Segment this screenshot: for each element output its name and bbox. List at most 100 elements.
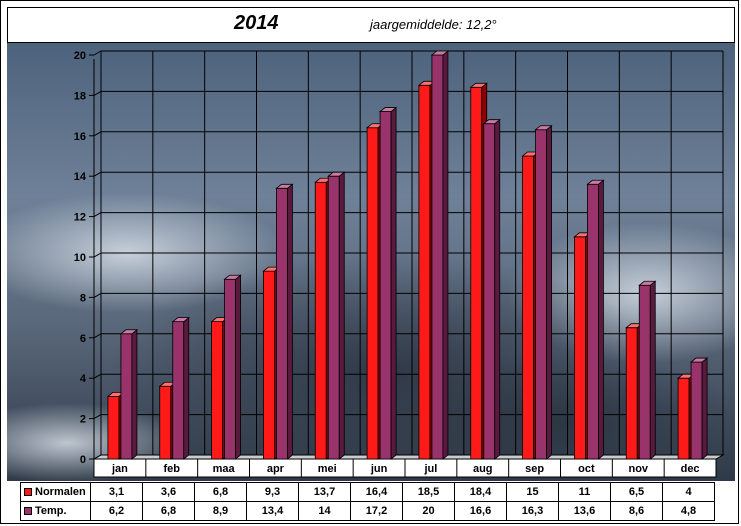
row-label-cell: Normalen (20, 482, 91, 502)
gridline-diagonal (93, 212, 102, 218)
table-cell: 18,4 (454, 482, 507, 502)
bar-top (482, 119, 501, 125)
table-cell: 17,2 (350, 501, 403, 521)
bar-front (366, 127, 379, 460)
gridline-diagonal (93, 252, 102, 258)
bar-front (418, 84, 431, 460)
gridline-diagonal (93, 90, 102, 96)
table-cell: 16,4 (350, 482, 403, 502)
bar-front (107, 395, 120, 460)
bar-top (327, 171, 346, 177)
y-tick-label: 4 (80, 373, 87, 385)
gridline-diagonal (93, 50, 102, 56)
bar-temp-mei (327, 171, 346, 460)
bar-front (677, 377, 690, 460)
legend-label-normalen: Normalen (35, 486, 86, 498)
bar-top (534, 125, 553, 131)
bar-front (470, 86, 483, 460)
bar-side (287, 183, 293, 460)
row-label-cell: Temp. (20, 501, 91, 521)
x-tick-label: mei (318, 463, 337, 475)
table-row: Temp. 6,2 6,8 8,9 13,4 14 17,2 20 16,6 1… (20, 501, 715, 521)
table-cell: 20 (402, 501, 455, 521)
bar-side (494, 118, 501, 460)
y-tick-label: 0 (80, 454, 86, 466)
gridline-diagonal (93, 454, 102, 460)
y-tick-label: 6 (80, 333, 86, 345)
bar-front (263, 270, 275, 460)
bar-top (275, 183, 294, 189)
table-cell: 3,6 (142, 482, 195, 502)
bar-top (689, 357, 709, 363)
bar-front (625, 327, 638, 460)
y-tick-label: 12 (74, 212, 86, 224)
bar-temp-nov (638, 280, 657, 460)
gridline-diagonal (93, 292, 102, 298)
bar-front (431, 54, 444, 460)
x-tick-label: apr (267, 463, 285, 475)
bar-side (546, 124, 552, 460)
chart-subtitle: jaargemiddelde: 12,2° (370, 17, 497, 32)
chart-header: 2014 jaargemiddelde: 12,2° (7, 7, 735, 43)
y-tick-label: 14 (74, 171, 87, 183)
bar-front (172, 321, 185, 460)
bar-front (483, 123, 496, 460)
table-cell: 18,5 (402, 482, 455, 502)
legend-swatch-normalen (24, 488, 32, 497)
bar-top (469, 82, 488, 88)
table-cell: 6,8 (194, 482, 247, 502)
bar-front (574, 236, 586, 460)
bar-top (223, 274, 242, 280)
table-cell: 8,6 (610, 501, 663, 521)
chart-title: 2014 (234, 12, 279, 34)
bar-front (224, 278, 236, 460)
table-cell: 15 (506, 482, 559, 502)
bar-temp-jul (430, 50, 450, 460)
bar-top (430, 50, 450, 56)
bar-side (390, 106, 397, 460)
gridline-diagonal (93, 373, 102, 379)
bar-temp-oct (586, 179, 605, 460)
bar-side (183, 316, 190, 460)
table-cell: 14 (298, 501, 351, 521)
bar-side (235, 274, 241, 460)
table-cell: 6,5 (610, 482, 663, 502)
bar-temp-feb (171, 316, 190, 460)
gridline-diagonal (93, 171, 102, 177)
bar-front (327, 175, 340, 460)
gridline-diagonal (93, 131, 102, 137)
bar-front (522, 155, 534, 460)
x-tick-label: jan (111, 463, 128, 475)
y-tick-label: 2 (80, 414, 86, 426)
gridline-diagonal (93, 333, 102, 339)
data-table: Normalen 3,1 3,6 6,8 9,3 13,7 16,4 18,5 … (20, 482, 715, 521)
table-cell: 4 (662, 482, 715, 502)
bar-top (378, 107, 398, 112)
bar-top (638, 280, 657, 286)
bar-temp-aug (482, 118, 501, 460)
legend-label-temp: Temp. (35, 505, 67, 517)
x-tick-label: feb (164, 463, 181, 475)
table-cell: 11 (558, 482, 611, 502)
bar-front (379, 111, 392, 460)
x-tick-label: oct (578, 463, 595, 475)
y-tick-label: 10 (74, 252, 86, 264)
table-cell: 6,8 (142, 501, 195, 521)
table-cell: 13,7 (298, 482, 351, 502)
x-tick-label: jun (370, 463, 388, 475)
bar-front (690, 361, 703, 460)
bar-top (119, 329, 139, 335)
bar-front (314, 181, 327, 460)
bar-front (638, 284, 651, 460)
x-tick-label: maa (213, 463, 236, 475)
bar-chart: 0 2 4 6 8 10 12 14 16 18 20 jan feb maa apr mei jun jul au… (7, 43, 735, 481)
bar-front (120, 333, 133, 460)
bar-front (211, 321, 223, 460)
table-cell: 9,3 (246, 482, 299, 502)
gridline-diagonal (93, 414, 102, 420)
table-cell: 6,2 (90, 501, 143, 521)
y-tick-label: 18 (74, 90, 86, 102)
bar-side (131, 328, 138, 460)
bar-side (649, 280, 656, 460)
